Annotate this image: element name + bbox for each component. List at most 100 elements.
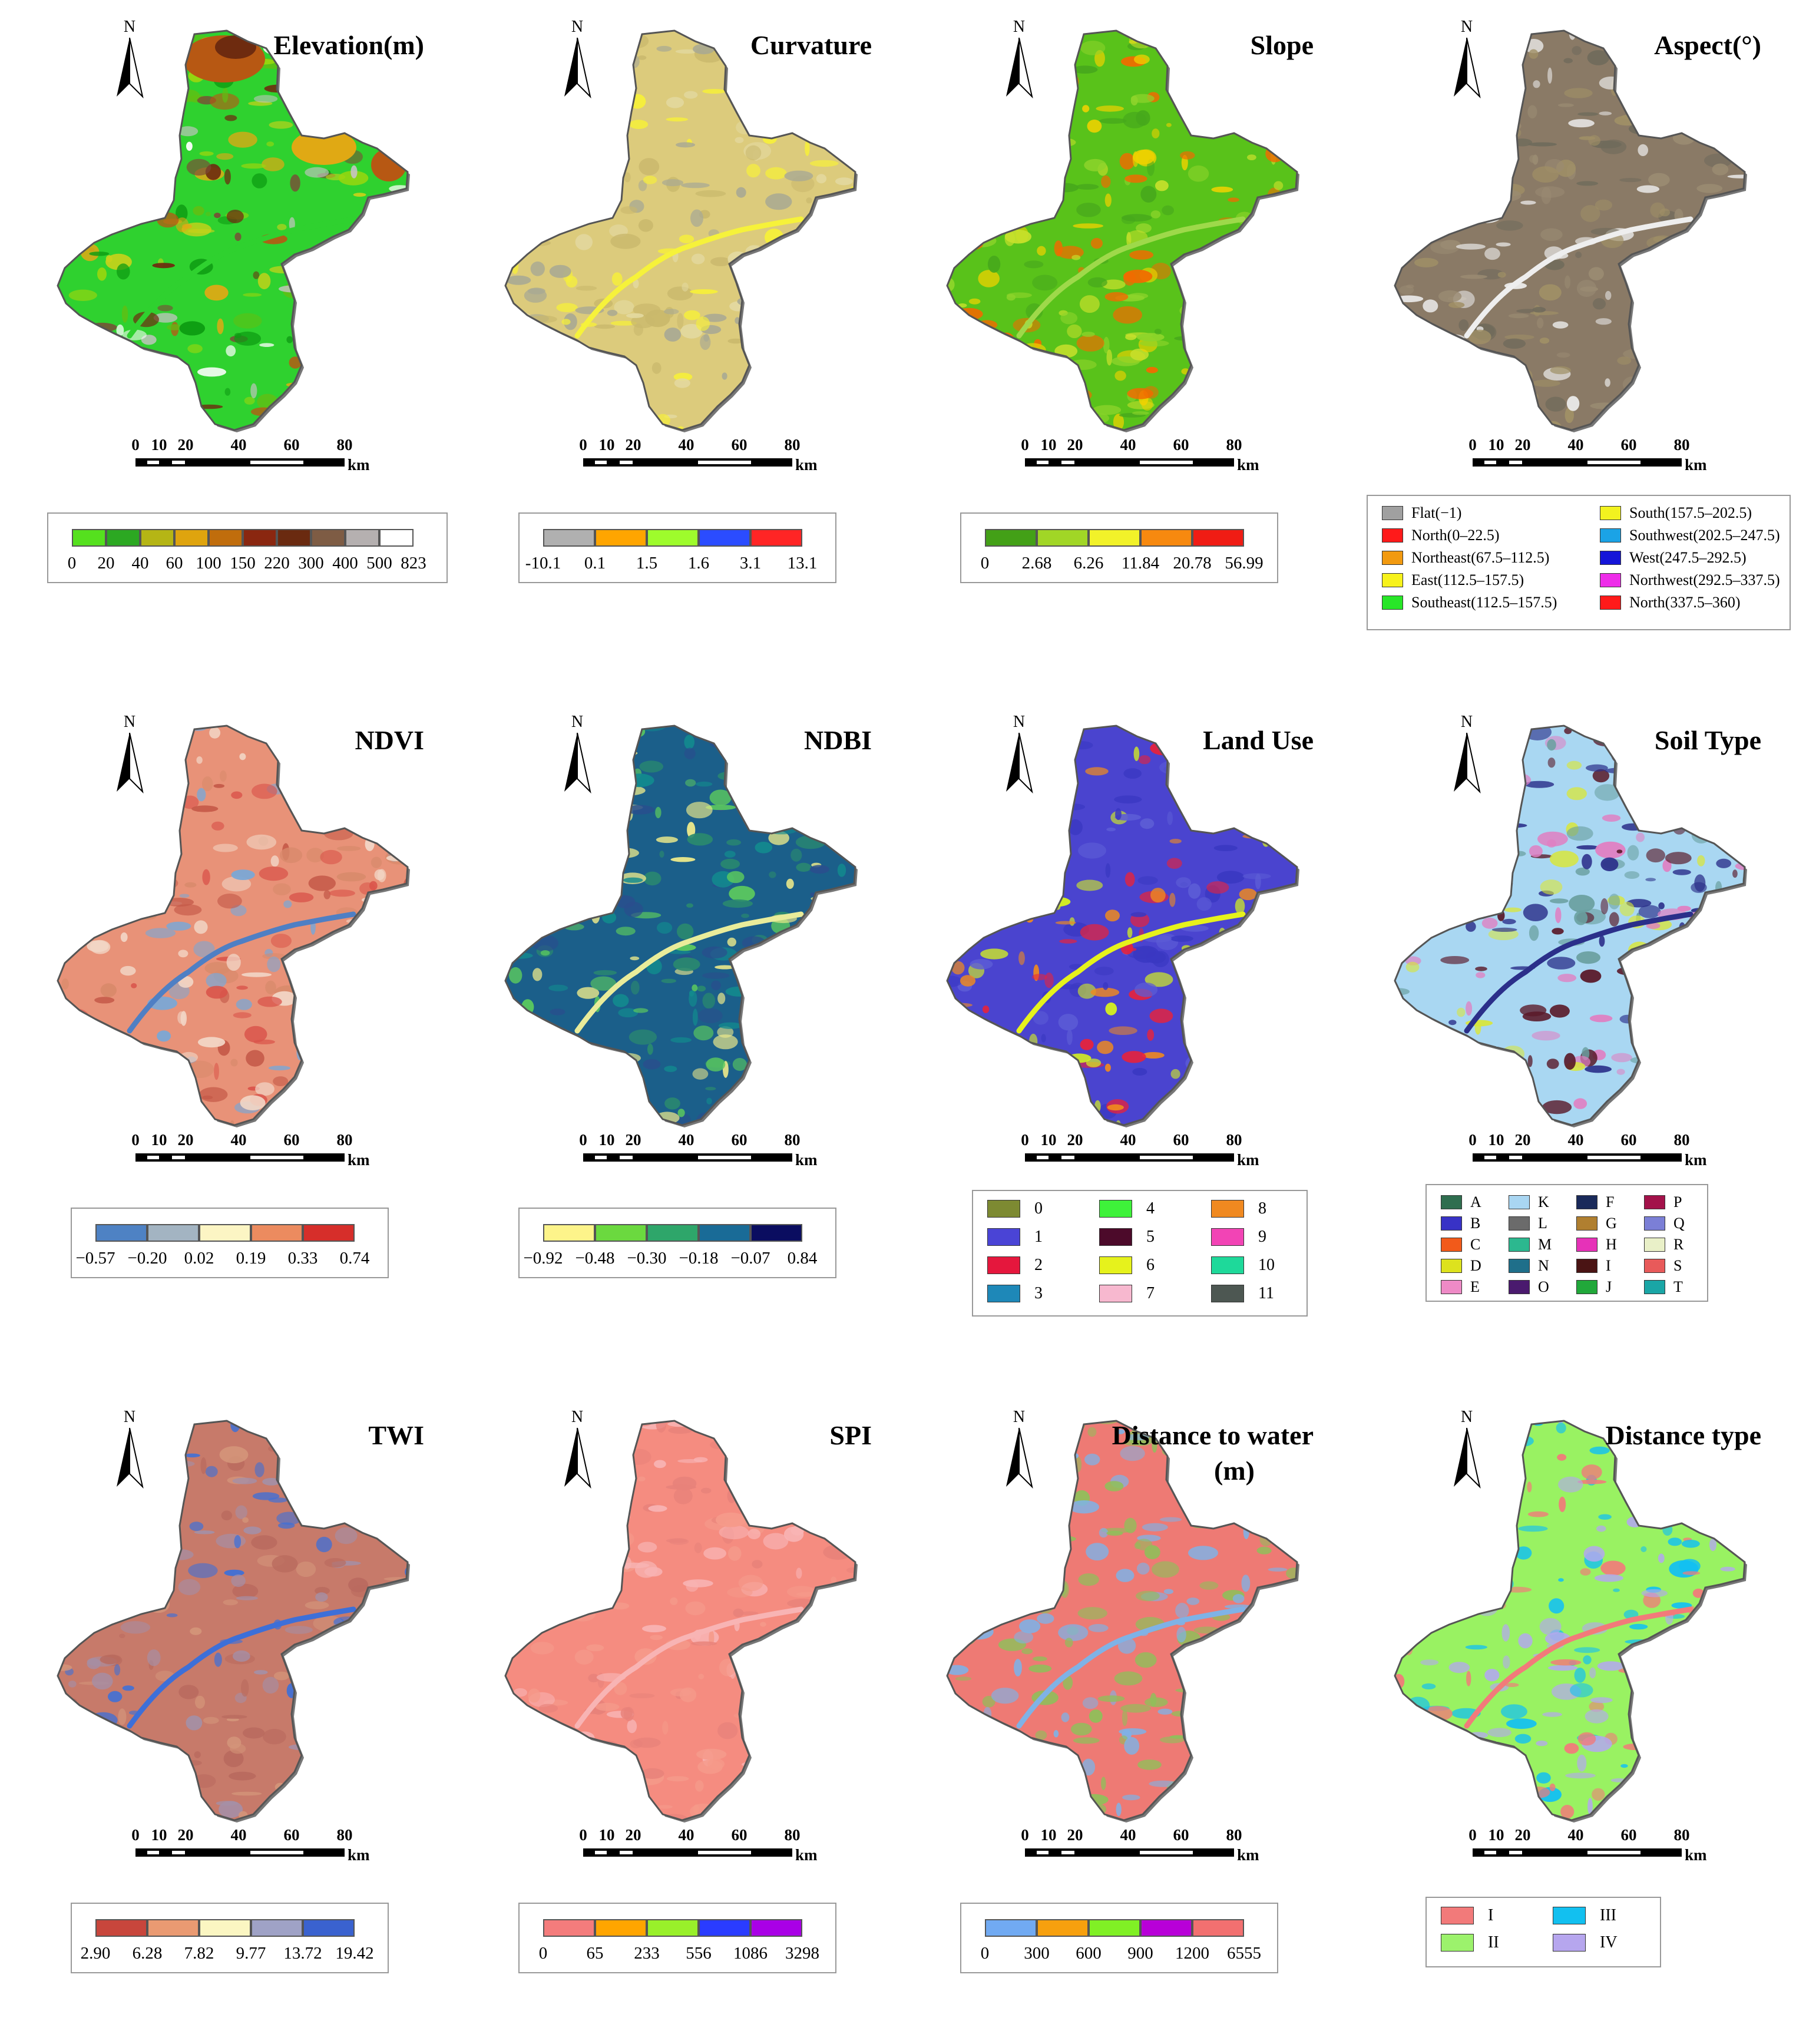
legend-item: 7 bbox=[1099, 1284, 1155, 1303]
scale-unit: km bbox=[348, 1846, 370, 1864]
scale-bar: 0 10 20 40 60 80 km bbox=[1013, 436, 1284, 483]
map-title: Distance to water bbox=[1112, 1420, 1314, 1450]
north-label: N bbox=[571, 713, 584, 731]
legend-break-label: 600 bbox=[1076, 1944, 1102, 1963]
legend-item: 9 bbox=[1211, 1228, 1266, 1246]
aspect-map bbox=[1394, 29, 1747, 432]
scale-tick-label: 20 bbox=[1067, 436, 1083, 454]
legend-swatch bbox=[1553, 1907, 1586, 1924]
legend-swatch bbox=[1211, 1285, 1244, 1302]
legend-item: T bbox=[1644, 1278, 1683, 1296]
legend-swatch bbox=[1089, 1919, 1140, 1937]
map-title-unit: (m) bbox=[1214, 1456, 1255, 1486]
scale-tick-label: 20 bbox=[177, 1131, 194, 1149]
legend-break-label: 11.84 bbox=[1121, 554, 1160, 573]
legend-break-label: 0 bbox=[67, 554, 77, 573]
scale-tick-label: 40 bbox=[1120, 436, 1136, 454]
legend-item-label: North(337.5–360) bbox=[1629, 594, 1741, 611]
river-line bbox=[1464, 216, 1694, 339]
legend-item: P bbox=[1644, 1193, 1682, 1211]
landuse-map bbox=[946, 725, 1299, 1127]
legend-swatch bbox=[1509, 1259, 1530, 1273]
scale-tick-label: 60 bbox=[731, 436, 747, 454]
region-outline bbox=[57, 29, 409, 431]
legend-item-label: I bbox=[1606, 1257, 1611, 1274]
region-outline bbox=[1394, 725, 1746, 1126]
legend-item-label: South(157.5–202.5) bbox=[1629, 504, 1752, 521]
scale-tick-label: 40 bbox=[1567, 1826, 1584, 1844]
legend-break-label: −0.92 bbox=[523, 1249, 563, 1268]
north-label: N bbox=[123, 18, 136, 36]
scale-tick-label: 80 bbox=[1673, 436, 1690, 454]
legend-swatch bbox=[1211, 1228, 1244, 1246]
legend-swatch bbox=[699, 1919, 750, 1937]
scale-unit: km bbox=[795, 456, 818, 474]
legend-swatch bbox=[647, 1919, 699, 1937]
river-line bbox=[127, 216, 356, 339]
river-line bbox=[574, 1606, 804, 1729]
panel-soil: N Soil Type 0 10 20 40 60 80 km A B C D E K L M N O F G H I J P Q… bbox=[1372, 701, 1785, 1349]
legend-item: G bbox=[1576, 1215, 1617, 1232]
legend-break-label: 0.74 bbox=[339, 1249, 370, 1268]
legend-break-label: 13.1 bbox=[787, 554, 818, 573]
legend-swatch bbox=[1192, 529, 1244, 547]
legend-item: O bbox=[1509, 1278, 1549, 1296]
north-label: N bbox=[1013, 1408, 1026, 1426]
legend-break-label: −0.07 bbox=[730, 1249, 770, 1268]
legend-swatch bbox=[1099, 1285, 1132, 1302]
legend-swatch bbox=[647, 529, 699, 547]
north-label: N bbox=[1013, 18, 1026, 36]
legend-item: N bbox=[1509, 1257, 1549, 1275]
legend-item-label: N bbox=[1538, 1257, 1549, 1274]
region-outline bbox=[1394, 1420, 1746, 1821]
legend-item-label: 10 bbox=[1258, 1256, 1275, 1274]
scale-tick-label: 10 bbox=[1040, 1131, 1057, 1149]
legend-item: North(0–22.5) bbox=[1382, 527, 1499, 544]
legend-item: R bbox=[1644, 1236, 1683, 1253]
legend-item: Southeast(112.5–157.5) bbox=[1382, 594, 1557, 611]
map-title: Distance type bbox=[1605, 1420, 1761, 1450]
legend-break-label: 1.6 bbox=[687, 554, 710, 573]
legend-item-label: II bbox=[1488, 1933, 1499, 1952]
legend-item-label: 11 bbox=[1258, 1284, 1274, 1302]
legend-swatch bbox=[699, 1224, 750, 1242]
legend-break-label: 7.82 bbox=[184, 1944, 214, 1963]
scale-tick-label: 20 bbox=[1514, 1131, 1531, 1149]
map-title: Slope bbox=[1250, 30, 1314, 60]
map-title: Aspect(°) bbox=[1654, 30, 1761, 60]
scale-unit: km bbox=[348, 456, 370, 474]
legend-swatch bbox=[1441, 1195, 1462, 1209]
legend-item: D bbox=[1441, 1257, 1481, 1275]
scale-unit: km bbox=[1685, 1151, 1707, 1169]
legend-item: M bbox=[1509, 1236, 1552, 1253]
legend-item: II bbox=[1441, 1933, 1499, 1952]
legend-swatch bbox=[1576, 1259, 1597, 1273]
legend-item-label: B bbox=[1470, 1215, 1481, 1232]
ndbi-map bbox=[504, 725, 858, 1127]
legend-item: Flat(−1) bbox=[1382, 504, 1461, 522]
region-outline bbox=[504, 725, 856, 1126]
legend-item: 3 bbox=[987, 1284, 1043, 1303]
legend-item-label: 1 bbox=[1034, 1228, 1043, 1246]
legend-break-label: 150 bbox=[230, 554, 256, 573]
region-outline bbox=[57, 725, 409, 1126]
curvature-legend: -10.1 0.1 1.5 1.6 3.1 13.1 bbox=[518, 512, 836, 583]
scale-bar: 0 10 20 40 60 80 km bbox=[124, 436, 395, 483]
scale-tick-label: 40 bbox=[230, 436, 247, 454]
scale-unit: km bbox=[795, 1846, 818, 1864]
legend-break-label: 500 bbox=[366, 554, 392, 573]
legend-break-label: −0.57 bbox=[75, 1249, 115, 1268]
twi-map bbox=[57, 1420, 410, 1823]
legend-break-label: 823 bbox=[401, 554, 426, 573]
legend-swatch bbox=[1441, 1280, 1462, 1294]
legend-break-label: -10.1 bbox=[525, 554, 561, 573]
legend-swatch bbox=[1600, 596, 1621, 610]
scale-tick-label: 20 bbox=[1067, 1131, 1083, 1149]
legend-item-label: S bbox=[1673, 1257, 1682, 1274]
scale-tick-label: 80 bbox=[1226, 436, 1242, 454]
river-line bbox=[1016, 216, 1246, 339]
legend-break-label: −0.18 bbox=[679, 1249, 719, 1268]
legend-break-label: 0.19 bbox=[236, 1249, 266, 1268]
scale-unit: km bbox=[1685, 456, 1707, 474]
